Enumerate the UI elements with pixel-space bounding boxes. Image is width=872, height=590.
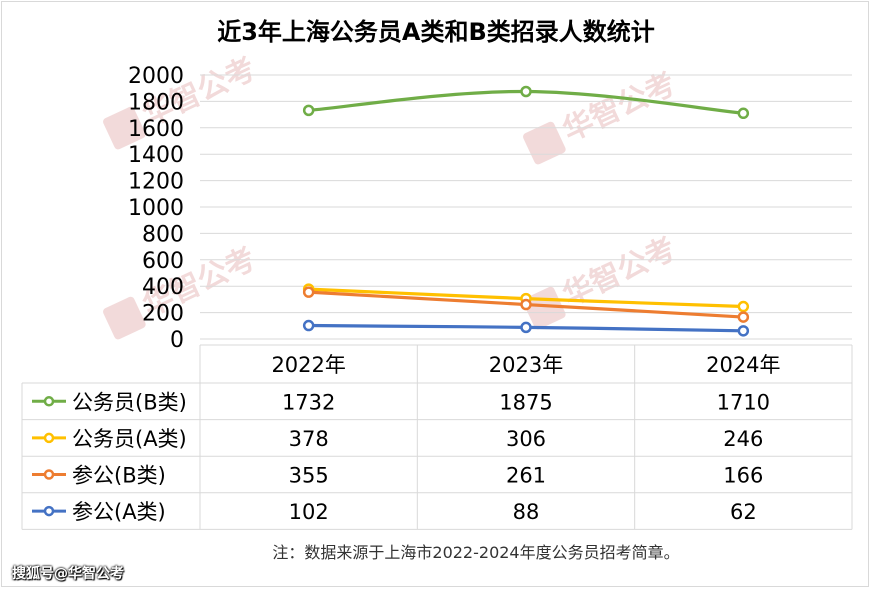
data-point bbox=[737, 107, 750, 120]
table-cell-value: 1732 bbox=[282, 390, 335, 414]
y-tick-label: 1600 bbox=[128, 117, 184, 142]
table-cell-value: 378 bbox=[289, 427, 329, 451]
watermark: 华智公考 bbox=[523, 231, 681, 330]
legend-series-name: 公务员(A类) bbox=[72, 427, 187, 451]
legend-marker-icon bbox=[43, 396, 55, 407]
y-tick-label: 1200 bbox=[128, 170, 184, 195]
watermark-text: 华智公考 bbox=[558, 66, 682, 148]
table-cell-value: 166 bbox=[723, 464, 763, 488]
y-tick-label: 200 bbox=[142, 302, 184, 327]
data-point bbox=[520, 321, 532, 334]
watermark-badge-icon bbox=[103, 106, 146, 150]
table-cell-value: 1710 bbox=[717, 390, 770, 414]
legend-marker-icon bbox=[43, 505, 55, 517]
y-tick-label: 0 bbox=[170, 328, 184, 353]
y-tick-label: 1800 bbox=[128, 90, 184, 115]
y-tick-label: 800 bbox=[142, 222, 184, 247]
data-point bbox=[302, 286, 315, 298]
x-category-label: 2023年 bbox=[489, 353, 563, 377]
table-cell-value: 355 bbox=[289, 464, 329, 488]
legend-marker-icon bbox=[43, 432, 55, 444]
y-tick-label: 400 bbox=[142, 275, 184, 300]
legend-series-name: 公务员(B类) bbox=[72, 390, 187, 414]
table-cell-value: 306 bbox=[506, 427, 546, 451]
data-point bbox=[737, 311, 750, 323]
x-category-label: 2022年 bbox=[271, 353, 345, 377]
table-cell-value: 246 bbox=[723, 427, 763, 451]
y-tick-label: 1400 bbox=[128, 143, 184, 168]
table-cell-value: 1875 bbox=[499, 390, 552, 414]
y-tick-label: 1000 bbox=[128, 196, 184, 221]
source-note: 注：数据来源于上海市2022-2024年度公务员招考简章。 bbox=[272, 543, 680, 562]
table-cell-value: 88 bbox=[513, 500, 540, 524]
legend-marker-icon bbox=[43, 469, 55, 480]
watermark-badge-icon bbox=[103, 296, 146, 340]
footer-credit: 搜狐号@华智公考 bbox=[12, 566, 124, 582]
data-point bbox=[302, 319, 315, 332]
watermark: 华智公考 bbox=[523, 66, 682, 165]
chart-title: 近3年上海公务员A类和B类招录人数统计 bbox=[217, 18, 655, 46]
y-tick-label: 2000 bbox=[128, 64, 184, 89]
data-point bbox=[737, 300, 750, 313]
data-point bbox=[520, 85, 532, 98]
watermark-badge-icon bbox=[523, 121, 566, 165]
table-cell-value: 62 bbox=[730, 500, 757, 524]
x-category-label: 2024年 bbox=[706, 353, 780, 377]
data-point bbox=[302, 104, 315, 117]
table-cell-value: 261 bbox=[506, 464, 546, 488]
data-point bbox=[520, 298, 532, 311]
legend-series-name: 参公(A类) bbox=[72, 500, 166, 524]
legend-series-name: 参公(B类) bbox=[72, 464, 166, 488]
data-point bbox=[737, 325, 750, 337]
table-cell-value: 102 bbox=[289, 500, 329, 524]
y-tick-label: 600 bbox=[142, 249, 184, 274]
